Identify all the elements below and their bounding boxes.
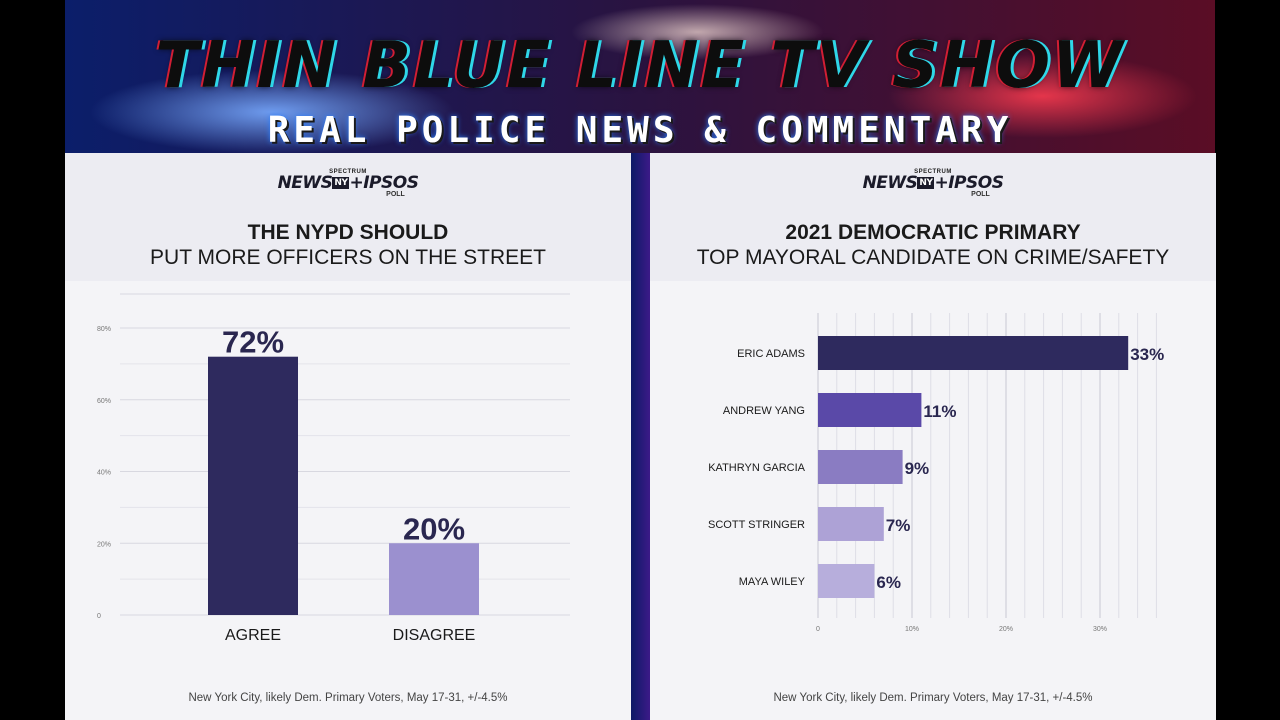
logo-news-text: NEWS [862, 173, 918, 193]
bar-agree [208, 356, 298, 615]
data-label: 72% [222, 325, 284, 360]
show-subtitle: REAL POLICE NEWS & COMMENTARY [267, 110, 1013, 151]
logo-spectrum-text: SPECTRUM [329, 169, 367, 175]
logo-ipsos-text: +IPSOS [934, 173, 1004, 193]
left-chart-title: THE NYPD SHOULD [247, 221, 449, 244]
x-tick-label: 0 [816, 626, 820, 633]
left-poll-panel: SPECTRUM NEWS NY +IPSOS POLL THE NYPD SHOU… [65, 153, 631, 720]
right-footnote: New York City, likely Dem. Primary Voter… [773, 692, 1093, 704]
logo-ny-badge: NY [332, 177, 350, 189]
category-label: ERIC ADAMS [737, 348, 805, 360]
data-label: 6% [876, 573, 901, 592]
spectrum-ipsos-logo: SPECTRUM NEWS NY +IPSOS POLL [65, 169, 631, 198]
bar-scott-stringer [818, 507, 884, 541]
right-chart-title: 2021 DEMOCRATIC PRIMARY [785, 221, 1081, 244]
logo-news-text: NEWS [277, 173, 333, 193]
logo-poll-text: POLL [386, 191, 405, 198]
x-tick-label: 10% [905, 626, 919, 633]
x-tick-label: 20% [999, 626, 1013, 633]
category-label: KATHRYN GARCIA [708, 462, 805, 474]
data-label: 9% [905, 459, 930, 478]
spectrum-ipsos-logo: SPECTRUM NEWS NY +IPSOS POLL [650, 169, 1216, 198]
y-tick-label: 80% [97, 326, 111, 333]
left-panel-header: SPECTRUM NEWS NY +IPSOS POLL THE NYPD SHOU… [65, 153, 631, 281]
logo-poll-text: POLL [971, 191, 990, 198]
agree-disagree-bar-chart: 0 20% 40% 60% 80% 72% AGREE 20% DISAGREE [97, 293, 570, 644]
right-poll-panel: SPECTRUM NEWS NY +IPSOS POLL 2021 DEMOCRAT… [650, 153, 1216, 720]
category-label: SCOTT STRINGER [708, 519, 805, 531]
data-label: 7% [886, 516, 911, 535]
bar-maya-wiley [818, 564, 875, 598]
y-tick-label: 0 [97, 613, 101, 620]
left-chart-subtitle: PUT MORE OFFICERS ON THE STREET [150, 246, 546, 269]
mayoral-candidate-bar-chart: 0 10% 20% 30% ERIC ADAMS 33% ANDREW YANG 11% KAT… [708, 313, 1164, 633]
logo-ny-badge: NY [917, 177, 935, 189]
x-tick-label: 30% [1093, 626, 1107, 633]
data-label: 11% [923, 402, 956, 421]
category-label: ANDREW YANG [723, 405, 805, 417]
left-footnote: New York City, likely Dem. Primary Voter… [188, 692, 508, 704]
bar-kathryn-garcia [818, 450, 903, 484]
bar-andrew-yang [818, 393, 922, 427]
data-label: 33% [1130, 345, 1164, 364]
logo-ipsos-text: +IPSOS [349, 173, 419, 193]
bar-eric-adams [818, 336, 1129, 370]
right-chart-subtitle: TOP MAYORAL CANDIDATE ON CRIME/SAFETY [696, 246, 1170, 269]
y-tick-label: 20% [97, 541, 111, 548]
logo-spectrum-text: SPECTRUM [914, 169, 952, 175]
right-panel-header: SPECTRUM NEWS NY +IPSOS POLL 2021 DEMOCRAT… [650, 153, 1216, 281]
bar-disagree [389, 543, 479, 615]
x-tick-label: DISAGREE [393, 627, 476, 644]
y-tick-label: 40% [97, 470, 111, 477]
x-tick-label: AGREE [225, 627, 281, 644]
show-title: THIN BLUE LINE TV SHOW [155, 29, 1125, 103]
data-label: 20% [403, 511, 465, 546]
panel-divider [631, 153, 650, 720]
y-tick-label: 60% [97, 398, 111, 405]
category-label: MAYA WILEY [739, 576, 806, 588]
